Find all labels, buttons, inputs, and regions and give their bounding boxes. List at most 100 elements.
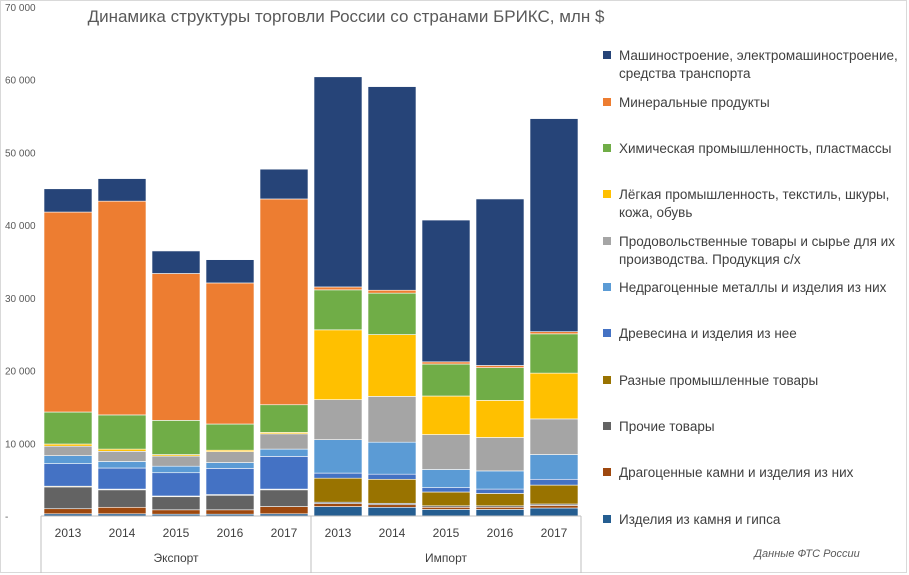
x-tick-label: 2014 (109, 526, 136, 540)
y-tick-label: 70 000 (5, 3, 36, 14)
bar-segment-stone (529, 507, 579, 517)
bar-segment-chem (97, 414, 147, 450)
bar-segment-misc_ind (421, 491, 471, 507)
bar-segment-machinery (313, 76, 363, 288)
bar-segment-precious (43, 508, 93, 515)
chart-title: Динамика структуры торговли России со ст… (88, 7, 605, 26)
legend-label: Минеральные продукты (619, 95, 770, 110)
bar-segment-light (97, 448, 147, 452)
bar-segment-chem (367, 292, 417, 335)
bar-segment-other (151, 496, 201, 511)
bar-segment-chem (43, 411, 93, 445)
bar-segment-precious (97, 506, 147, 515)
legend-swatch (603, 98, 611, 106)
bar-segment-chem (529, 333, 579, 374)
bar-segment-food (529, 418, 579, 455)
bar-segment-light (313, 329, 363, 400)
bar-segment-machinery (259, 168, 309, 200)
bar-segment-wood (151, 472, 201, 497)
bar-segment-misc_ind (313, 477, 363, 503)
x-tick-label: 2013 (325, 526, 352, 540)
bar-segment-metals (151, 465, 201, 474)
bar-segment-other (97, 489, 147, 508)
legend-label: производства. Продукция с/х (619, 252, 801, 267)
bar-segment-wood (421, 487, 471, 493)
legend-item-machinery: Машиностроение, электромашиностроение, ср… (603, 48, 898, 81)
legend-item-mineral: Минеральные продукты (603, 95, 770, 110)
bar-segment-precious (529, 505, 579, 509)
bar-segment-machinery (529, 118, 579, 332)
legend-label: Химическая промышленность, пластмассы (619, 141, 891, 156)
bar-segment-light (43, 443, 93, 447)
bar-segment-light (475, 400, 525, 438)
x-tick-label: 2016 (217, 526, 244, 540)
bar-segment-wood (367, 473, 417, 480)
bar-segment-food (151, 455, 201, 467)
bar-segment-wood (313, 472, 363, 479)
bar-segment-precious (475, 506, 525, 510)
y-axis: - 10 000 20 000 30 000 40 000 50 000 60 000 70 … (5, 3, 36, 523)
x-tick-label: 2013 (55, 526, 82, 540)
x-tick-label: 2017 (271, 526, 298, 540)
bar-segment-mineral (205, 282, 255, 425)
bar-segment-metals (313, 439, 363, 474)
bar-segment-stone (421, 509, 471, 517)
bar-segment-light (529, 372, 579, 420)
x-tick-label: 2015 (433, 526, 460, 540)
bar-segment-machinery (205, 259, 255, 284)
bar-segment-stone (367, 506, 417, 517)
bar-segment-mineral (367, 289, 417, 294)
bar-segment-chem (151, 420, 201, 455)
legend-label: средства транспорта (619, 66, 751, 81)
source-note: Данные ФТС России (752, 548, 859, 560)
legend-item-wood: Древесина и изделия из нее (603, 326, 797, 341)
bar-segment-light (367, 334, 417, 397)
bar-segment-metals (475, 470, 525, 490)
bars (43, 76, 579, 517)
y-tick-label: 10 000 (5, 439, 36, 450)
bar-segment-machinery (421, 219, 471, 363)
bar-segment-food (475, 437, 525, 472)
x-tick-label: 2017 (541, 526, 568, 540)
bar-segment-wood (43, 463, 93, 487)
legend-swatch (603, 376, 611, 384)
bar-segment-stone (475, 509, 525, 517)
y-tick-label: 60 000 (5, 76, 36, 87)
bar-segment-mineral (97, 200, 147, 416)
legend-item-light: Лёгкая промышленность, текстиль, шкуры, к… (603, 187, 889, 220)
legend-label: Драгоценные камни и изделия из них (619, 465, 854, 480)
bar-segment-metals (421, 469, 471, 488)
x-tick-label: 2014 (379, 526, 406, 540)
bar-segment-metals (259, 448, 309, 457)
bar-segment-food (43, 445, 93, 456)
legend-label: Продовольственные товары и сырье для их (619, 234, 895, 249)
legend-swatch (603, 144, 611, 152)
legend-label: Древесина и изделия из нее (619, 326, 797, 341)
bar-segment-food (205, 451, 255, 463)
bar-segment-metals (367, 441, 417, 475)
legend-label: Лёгкая промышленность, текстиль, шкуры, (619, 187, 889, 202)
x-tick-label: 2015 (163, 526, 190, 540)
bar-segment-food (97, 450, 147, 462)
bar-segment-wood (97, 467, 147, 490)
bar-segment-metals (97, 461, 147, 469)
bar-segment-food (313, 399, 363, 440)
legend-swatch (603, 190, 611, 198)
group-label: Импорт (425, 551, 467, 565)
x-tick-label: 2016 (487, 526, 514, 540)
bar-segment-wood (205, 468, 255, 495)
bar-segment-other (259, 489, 309, 507)
legend-label: кожа, обувь (619, 205, 692, 220)
bar-segment-precious (259, 506, 309, 515)
bar-segment-mineral (313, 286, 363, 291)
bar-segment-misc_ind (367, 478, 417, 504)
bar-segment-stone (313, 506, 363, 517)
legend-label: Разные промышленные товары (619, 373, 818, 388)
bar-segment-food (259, 433, 309, 450)
bar-segment-precious (313, 503, 363, 507)
y-tick-label: 50 000 (5, 148, 36, 159)
bar-segment-precious (151, 509, 201, 515)
group-label: Экспорт (153, 551, 199, 565)
